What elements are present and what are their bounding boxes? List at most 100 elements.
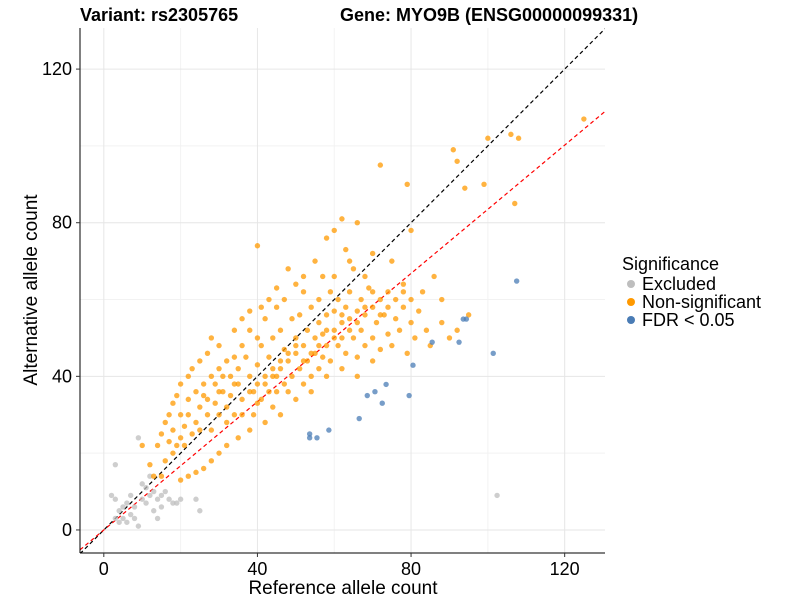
- point-non-significant: [239, 316, 245, 322]
- point-non-significant: [320, 354, 326, 360]
- point-non-significant: [400, 304, 407, 310]
- point-non-significant: [515, 135, 522, 141]
- point-non-significant: [312, 258, 318, 264]
- point-non-significant: [400, 289, 407, 295]
- point-excluded: [112, 496, 119, 502]
- legend-key-1: [627, 298, 635, 306]
- point-non-significant: [216, 365, 222, 372]
- point-non-significant: [385, 289, 391, 295]
- point-non-significant: [289, 316, 295, 322]
- point-non-significant: [404, 350, 410, 356]
- point-non-significant: [266, 296, 272, 303]
- point-non-significant: [362, 312, 368, 318]
- point-excluded: [147, 473, 153, 479]
- point-non-significant: [243, 354, 249, 360]
- point-non-significant: [266, 388, 272, 395]
- point-non-significant: [385, 304, 391, 310]
- point-non-significant: [170, 450, 176, 456]
- x-axis-label: Reference allele count: [248, 578, 438, 599]
- point-non-significant: [369, 289, 376, 295]
- point-non-significant: [281, 381, 288, 387]
- point-non-significant: [354, 220, 360, 226]
- point-non-significant: [231, 381, 238, 387]
- point-non-significant: [147, 461, 153, 468]
- y-tick-label: 80: [52, 213, 72, 233]
- point-excluded: [143, 485, 149, 491]
- points: [108, 116, 587, 529]
- point-non-significant: [247, 388, 253, 395]
- point-fdr-0-05: [364, 392, 370, 399]
- point-non-significant: [231, 412, 238, 418]
- point-non-significant: [204, 396, 211, 403]
- point-non-significant: [358, 296, 364, 303]
- x-tick-label: 120: [550, 559, 580, 579]
- point-non-significant: [331, 335, 337, 341]
- point-non-significant: [258, 342, 264, 349]
- y-axis-label: Alternative allele count: [21, 194, 42, 386]
- point-non-significant: [354, 308, 360, 314]
- point-non-significant: [366, 285, 372, 291]
- point-non-significant: [216, 342, 222, 349]
- point-non-significant: [216, 412, 222, 418]
- point-non-significant: [392, 316, 399, 322]
- point-fdr-0-05: [429, 339, 435, 345]
- point-non-significant: [273, 304, 280, 310]
- point-non-significant: [151, 473, 157, 479]
- point-non-significant: [293, 350, 299, 356]
- point-non-significant: [335, 296, 341, 303]
- point-non-significant: [312, 335, 318, 341]
- title-gene: Gene: MYO9B (ENSG00000099331): [340, 5, 638, 25]
- point-non-significant: [262, 316, 268, 322]
- point-excluded: [158, 492, 165, 499]
- point-non-significant: [208, 373, 215, 380]
- point-fdr-0-05: [410, 362, 416, 368]
- point-non-significant: [362, 342, 368, 349]
- point-non-significant: [369, 335, 376, 341]
- point-non-significant: [224, 358, 230, 364]
- point-non-significant: [185, 473, 192, 479]
- point-non-significant: [139, 442, 145, 449]
- point-non-significant: [181, 423, 188, 429]
- point-non-significant: [220, 373, 226, 380]
- point-non-significant: [323, 312, 330, 318]
- point-non-significant: [296, 365, 303, 372]
- point-non-significant: [346, 316, 353, 322]
- point-non-significant: [293, 396, 299, 403]
- point-non-significant: [177, 435, 184, 441]
- point-non-significant: [327, 358, 334, 364]
- point-non-significant: [200, 392, 207, 399]
- point-non-significant: [327, 289, 334, 295]
- point-non-significant: [316, 319, 322, 326]
- point-non-significant: [285, 350, 291, 356]
- point-non-significant: [270, 365, 276, 372]
- point-non-significant: [277, 412, 284, 418]
- point-non-significant: [369, 304, 376, 310]
- point-non-significant: [354, 319, 360, 326]
- point-non-significant: [270, 373, 276, 380]
- point-excluded: [494, 492, 500, 499]
- legend-title: Significance: [622, 254, 719, 274]
- point-non-significant: [254, 335, 261, 341]
- point-non-significant: [377, 346, 384, 353]
- point-non-significant: [358, 327, 364, 333]
- point-excluded: [162, 488, 168, 495]
- x-tick-label: 80: [401, 559, 421, 579]
- point-non-significant: [174, 392, 180, 399]
- point-non-significant: [193, 419, 199, 426]
- point-non-significant: [400, 281, 407, 287]
- point-non-significant: [250, 388, 257, 395]
- point-non-significant: [247, 327, 253, 333]
- point-non-significant: [389, 342, 395, 349]
- point-non-significant: [300, 289, 307, 295]
- point-non-significant: [304, 327, 311, 333]
- point-non-significant: [343, 350, 349, 356]
- legend-label: Non-significant: [642, 292, 761, 312]
- point-non-significant: [316, 296, 322, 303]
- point-non-significant: [312, 350, 318, 356]
- point-non-significant: [369, 250, 376, 257]
- point-non-significant: [481, 181, 487, 188]
- point-excluded: [143, 500, 149, 506]
- point-non-significant: [350, 335, 357, 341]
- point-non-significant: [408, 227, 414, 234]
